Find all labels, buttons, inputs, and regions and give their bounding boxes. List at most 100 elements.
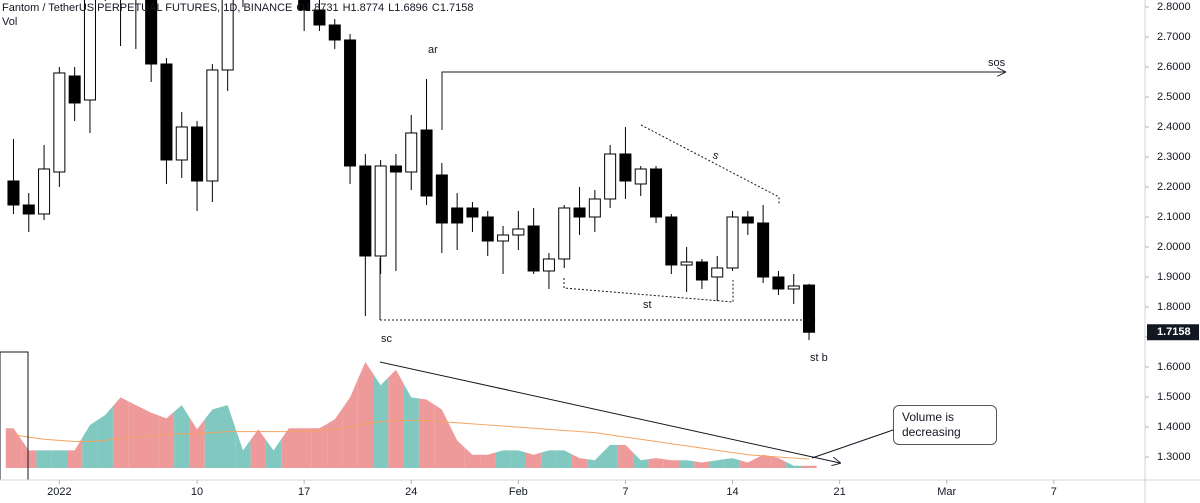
volume-bar — [434, 404, 450, 468]
candle-body — [803, 284, 816, 333]
candle-body — [634, 168, 647, 185]
candle-body — [191, 126, 204, 182]
volume-bar — [281, 428, 297, 468]
candle-body — [787, 285, 800, 290]
annotation-ar: ar — [428, 44, 438, 56]
volume-bar — [617, 444, 634, 468]
legend-header: Fantom / TetherUS PERPETUAL FUTURES, 1D,… — [2, 1, 478, 29]
volume-bar — [709, 459, 725, 468]
volume-bar — [801, 465, 817, 468]
y-tick-label: 1.9000 — [1157, 271, 1191, 283]
candle-body — [405, 132, 418, 173]
candle-body — [328, 24, 341, 41]
candle-body — [527, 225, 540, 272]
volume-bar — [602, 444, 618, 468]
annotation-st: st — [643, 299, 652, 311]
volume-bar — [694, 461, 710, 468]
candle-body — [7, 180, 20, 206]
volume-bar — [464, 447, 481, 468]
volume-bar — [250, 429, 266, 468]
volume-bar — [678, 460, 695, 468]
y-tick-label: 2.1000 — [1157, 211, 1191, 223]
s-line — [640, 124, 780, 205]
volume-bar — [495, 450, 511, 468]
annotation-sos: sos — [988, 57, 1006, 69]
y-tick-label: 1.5000 — [1157, 391, 1191, 403]
y-tick-label: 2.2000 — [1157, 181, 1191, 193]
candle-body — [160, 63, 173, 161]
volume-bar — [418, 398, 435, 468]
x-tick-label: 17 — [298, 486, 310, 498]
volume-bar — [235, 427, 251, 468]
last-price-tag — [1147, 324, 1199, 341]
volume-bar — [449, 424, 465, 468]
volume-bar — [158, 411, 175, 468]
candle-body — [53, 72, 66, 173]
st-line — [563, 278, 734, 303]
volume-bar — [265, 439, 282, 468]
candle-body — [68, 75, 81, 104]
candle-body — [344, 39, 357, 167]
volume-bar — [36, 450, 52, 468]
x-tick-label: 7 — [1051, 486, 1057, 498]
candle-body — [665, 216, 678, 266]
candle-body — [451, 207, 464, 224]
candle-body — [741, 216, 754, 224]
candle-body — [558, 207, 571, 260]
ohlc-open: O1.8731 — [296, 2, 339, 14]
symbol-title: Fantom / TetherUS PERPETUAL FUTURES, 1D,… — [2, 2, 293, 14]
y-tick-label: 2.0000 — [1157, 241, 1191, 253]
volume-bar — [128, 401, 144, 468]
volume-bar — [480, 452, 496, 468]
volume-bar — [311, 423, 328, 468]
candle-body — [497, 234, 510, 242]
candle-body — [542, 258, 555, 272]
x-tick-label: 2022 — [47, 486, 71, 498]
candle-body — [726, 216, 739, 269]
volume-bar — [204, 407, 221, 468]
candle-body — [389, 165, 402, 173]
y-tick-label: 2.6000 — [1157, 61, 1191, 73]
candle-body — [588, 198, 601, 218]
x-tick-label: 21 — [834, 486, 846, 498]
candle-body — [359, 165, 372, 257]
candle-body — [757, 222, 770, 278]
volume-bar — [525, 452, 542, 468]
volume-bar — [67, 437, 83, 468]
y-tick-label: 2.4000 — [1157, 121, 1191, 133]
y-tick-label: 2.3000 — [1157, 151, 1191, 163]
volume-bar — [755, 454, 771, 468]
candle-body — [650, 168, 663, 218]
volume-bar — [327, 408, 343, 468]
volume-bar — [571, 454, 588, 468]
annotations — [379, 72, 1005, 463]
y-tick-label: 1.4000 — [1157, 421, 1191, 433]
volume-bar — [372, 373, 389, 468]
sos-line — [441, 72, 1005, 130]
candle-body — [695, 261, 708, 281]
annotation-st-b: st b — [810, 352, 828, 364]
symbol-line: Fantom / TetherUS PERPETUAL FUTURES, 1D,… — [2, 1, 478, 15]
ohlc-close: C1.7158 — [431, 2, 474, 14]
ohlc-high: H1.8774 — [342, 2, 385, 14]
volume-bar — [189, 417, 205, 468]
candle-body — [619, 153, 632, 182]
volume-bar — [770, 456, 787, 468]
ohlc-low: L1.6896 — [388, 2, 428, 14]
volume-bar — [724, 458, 741, 468]
volume-bar — [51, 450, 68, 468]
candle-body — [22, 204, 35, 215]
last-price-label: 1.7158 — [1157, 326, 1191, 338]
candle-body — [680, 261, 693, 266]
candle-body — [175, 126, 188, 161]
candle-body — [573, 207, 586, 218]
x-tick-label: Feb — [509, 486, 528, 498]
y-tick-label: 2.7000 — [1157, 31, 1191, 43]
volume-bar — [663, 459, 679, 468]
volume-bar — [112, 397, 129, 468]
volume-bar — [82, 419, 98, 468]
candle-body — [38, 168, 51, 215]
y-tick-label: 1.3000 — [1157, 451, 1191, 463]
